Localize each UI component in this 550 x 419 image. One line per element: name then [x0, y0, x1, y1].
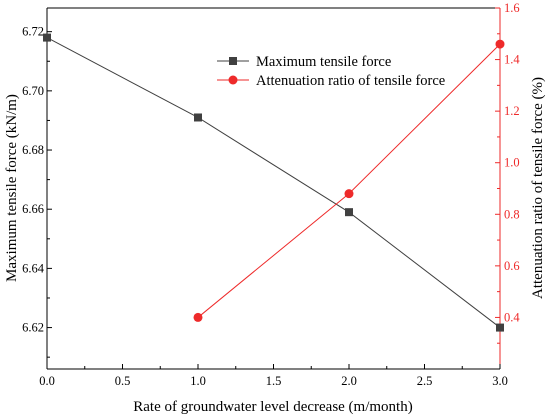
y-axis-right-title: Attenuation ratio of tensile force (%)	[530, 77, 546, 299]
data-point-circle	[344, 189, 354, 199]
x-axis-title: Rate of groundwater level decrease (m/mo…	[133, 399, 412, 415]
y-left-tick-label: 6.70	[22, 84, 44, 98]
x-tick-label: 2.0	[341, 374, 357, 388]
data-point-square	[194, 113, 202, 122]
y-left-tick-label: 6.72	[22, 25, 44, 39]
y-right-tick-label: 1.2	[504, 104, 520, 118]
y-left-tick-label: 6.62	[22, 321, 44, 335]
y-left-tick-label: 6.68	[22, 143, 44, 157]
data-point-square	[496, 323, 504, 332]
x-tick-label: 3.0	[492, 374, 508, 388]
y-right-tick-label: 1.4	[504, 53, 520, 67]
y-left-tick-label: 6.66	[22, 202, 44, 216]
legend-label-attenuation: Attenuation ratio of tensile force	[256, 73, 445, 89]
y-right-tick-label: 1.0	[504, 156, 520, 170]
legend: Maximum tensile force Attenuation ratio …	[217, 54, 445, 89]
x-tick-label: 1.0	[190, 374, 206, 388]
x-tick-label: 1.5	[266, 374, 282, 388]
data-point-square	[43, 33, 51, 42]
y-axis-left-title: Maximum tensile force (kN/m)	[4, 94, 20, 282]
x-tick-label: 2.5	[417, 374, 433, 388]
y-right-ticks: 0.4 0.6 0.8 1.0 1.2 1.4 1.6	[495, 1, 520, 344]
y-right-tick-label: 1.6	[504, 1, 520, 15]
y-left-ticks: 6.62 6.64 6.66 6.68 6.70 6.72	[22, 25, 52, 358]
x-tick-label: 0.0	[39, 374, 55, 388]
legend-label-max-tensile: Maximum tensile force	[256, 54, 391, 70]
y-left-tick-label: 6.64	[22, 261, 45, 275]
legend-marker-circle	[228, 75, 238, 85]
series-line-max-tensile-force	[46, 37, 501, 328]
data-point-circle	[495, 39, 505, 49]
data-point-square	[345, 208, 353, 217]
data-point-circle	[193, 312, 203, 322]
series-layer	[43, 33, 505, 332]
y-right-tick-label: 0.4	[504, 310, 520, 324]
x-ticks: 0.0 0.5 1.0 1.5 2.0 2.5 3.0	[39, 364, 508, 388]
y-right-tick-label: 0.6	[504, 259, 520, 273]
legend-marker-square	[229, 57, 237, 65]
y-right-tick-label: 0.8	[504, 207, 520, 221]
x-tick-label: 0.5	[115, 374, 131, 388]
